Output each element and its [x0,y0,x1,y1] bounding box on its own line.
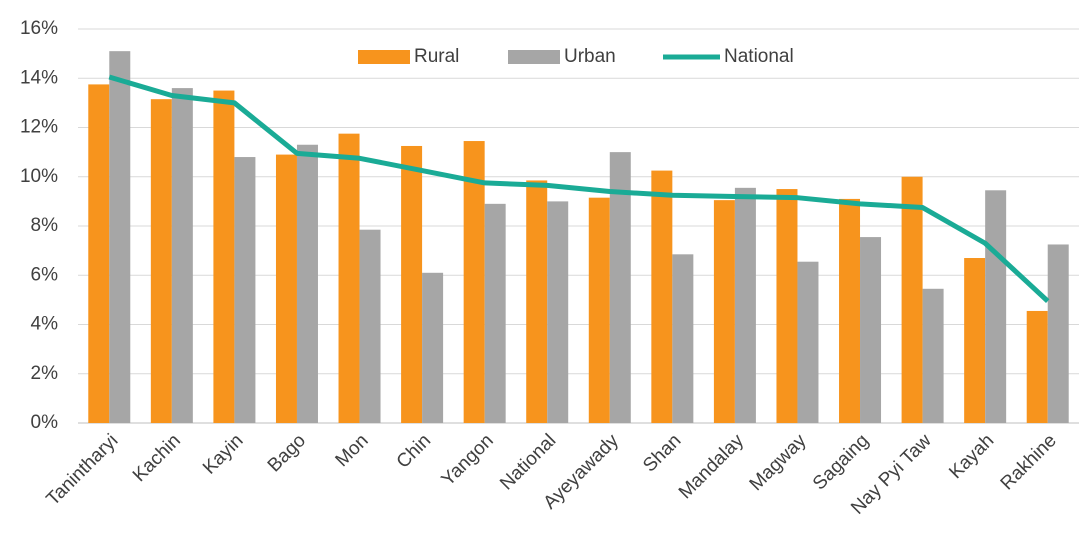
bar [109,51,131,423]
x-tick-label: Mon [332,430,373,471]
y-tick-label: 4% [31,314,59,335]
bar [672,254,694,423]
bar [776,189,798,423]
y-tick-label: 6% [31,264,59,285]
bar [150,99,172,424]
legend-swatch [508,50,560,64]
x-tick-label: Kayin [199,430,247,478]
legend-label: Rural [414,46,459,67]
x-tick-label: Sagaing [809,430,873,494]
bar [213,90,235,423]
bar [901,176,923,423]
bar [734,187,756,423]
bar [88,84,110,423]
x-tick-label: Rakhine [997,430,1061,494]
bar [547,201,569,423]
bar [964,258,986,423]
x-tick-label: Shan [639,430,685,476]
x-tick-label: Kayah [945,430,998,483]
bar [860,237,882,423]
bar [985,190,1007,423]
bar [797,261,819,423]
bar [275,154,297,423]
y-tick-label: 14% [20,67,58,88]
line [108,74,1050,303]
bar [839,198,861,423]
bar [338,133,360,423]
bar [609,152,631,423]
legend-swatch [358,50,410,64]
bar [234,157,256,424]
x-tick-label: Tanintharyi [43,430,123,510]
y-tick-label: 10% [20,166,58,187]
bar [401,145,423,423]
y-tick-label: 12% [20,117,58,138]
bar [296,144,318,424]
bar [171,88,193,423]
bar [651,170,673,423]
bar [359,229,381,423]
bar [463,141,485,423]
legend-label: National [724,46,794,67]
bar [1047,244,1069,423]
x-tick-label: Mandalay [675,430,748,503]
bar [588,197,610,423]
y-tick-label: 16% [20,18,58,39]
y-tick-label: 2% [31,363,59,384]
legend-label: Urban [564,46,616,67]
bar [484,203,506,423]
x-tick-label: Chin [393,430,435,472]
y-tick-label: 0% [31,412,59,433]
x-tick-label: Kachin [129,430,185,486]
bar [713,200,735,423]
bar [422,272,444,423]
bar [922,288,944,423]
x-tick-label: Bago [264,430,310,476]
bar [1026,310,1048,423]
x-tick-label: Magway [746,430,811,495]
y-tick-label: 8% [31,215,59,236]
bar [526,180,548,423]
x-tick-label: National [496,430,560,494]
x-tick-label: Yangon [438,430,498,490]
